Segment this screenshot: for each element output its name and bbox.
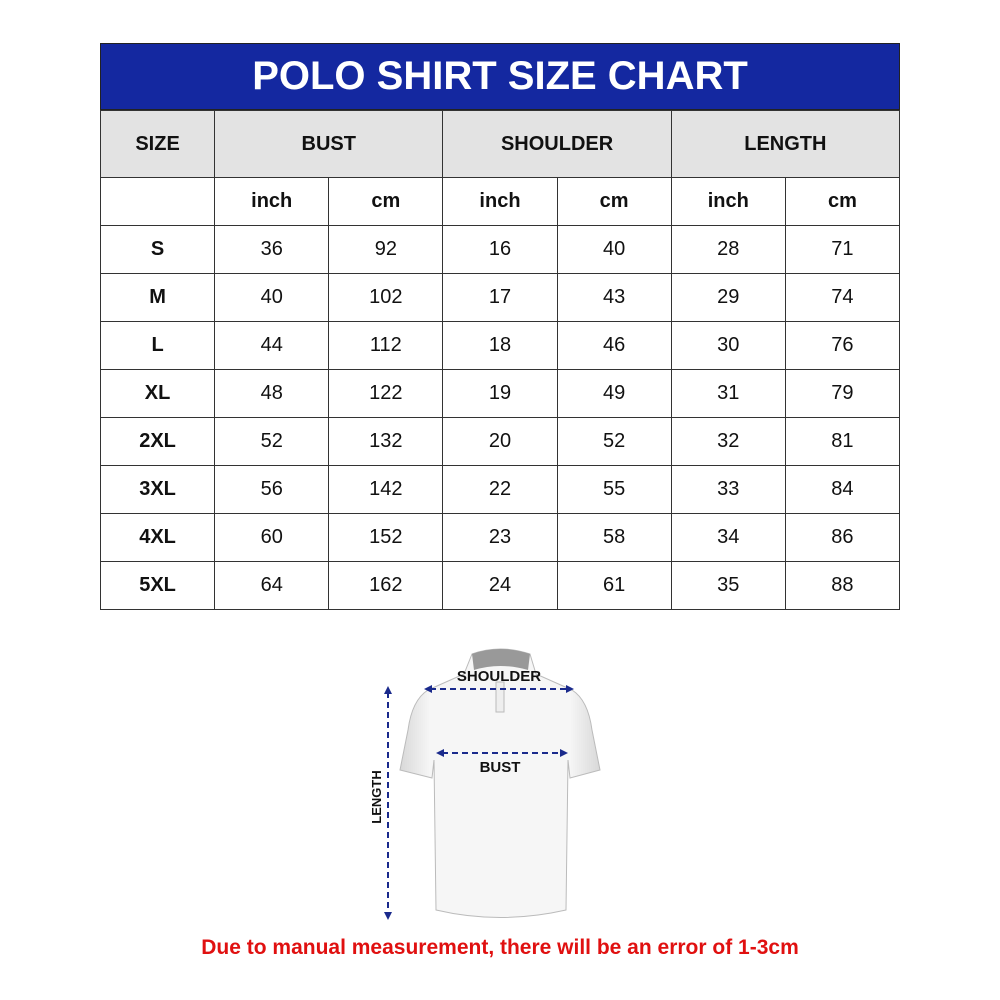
value-cell: 152 [328, 513, 444, 562]
table-row: 5XL 64 162 24 61 35 88 [99, 561, 901, 610]
table-row: 3XL 56 142 22 55 33 84 [99, 465, 901, 514]
size-cell: 4XL [99, 513, 216, 562]
table-row: 2XL 52 132 20 52 32 81 [99, 417, 901, 466]
value-cell: 46 [556, 321, 672, 370]
value-cell: 17 [442, 273, 558, 322]
size-cell: 5XL [99, 561, 216, 610]
table-row: XL 48 122 19 49 31 79 [99, 369, 901, 418]
shirt-collar [472, 649, 530, 670]
value-cell: 71 [784, 225, 901, 274]
value-cell: 43 [556, 273, 672, 322]
value-cell: 56 [214, 465, 330, 514]
table-row: S 36 92 16 40 28 71 [99, 225, 901, 274]
value-cell: 18 [442, 321, 558, 370]
size-table: SIZE BUST SHOULDER LENGTH inch cm inch c… [99, 110, 901, 610]
value-cell: 86 [784, 513, 901, 562]
value-cell: 16 [442, 225, 558, 274]
header-bust: BUST [214, 110, 444, 178]
value-cell: 29 [670, 273, 786, 322]
unit-cell: inch [670, 177, 786, 226]
measurement-note: Due to manual measurement, there will be… [201, 936, 799, 959]
value-cell: 31 [670, 369, 786, 418]
value-cell: 36 [214, 225, 330, 274]
value-cell: 24 [442, 561, 558, 610]
unit-cell: cm [328, 177, 444, 226]
value-cell: 162 [328, 561, 444, 610]
table-row: L 44 112 18 46 30 76 [99, 321, 901, 370]
size-cell: L [99, 321, 216, 370]
length-label: LENGTH [369, 770, 384, 823]
header-shoulder: SHOULDER [442, 110, 672, 178]
size-cell: S [99, 225, 216, 274]
value-cell: 74 [784, 273, 901, 322]
header-size: SIZE [99, 110, 216, 178]
value-cell: 30 [670, 321, 786, 370]
value-cell: 32 [670, 417, 786, 466]
value-cell: 33 [670, 465, 786, 514]
value-cell: 22 [442, 465, 558, 514]
value-cell: 23 [442, 513, 558, 562]
unit-blank [99, 177, 216, 226]
shirt-placket [495, 681, 505, 713]
value-cell: 102 [328, 273, 444, 322]
value-cell: 64 [214, 561, 330, 610]
value-cell: 19 [442, 369, 558, 418]
size-cell: 3XL [99, 465, 216, 514]
value-cell: 88 [784, 561, 901, 610]
value-cell: 61 [556, 561, 672, 610]
value-cell: 34 [670, 513, 786, 562]
value-cell: 112 [328, 321, 444, 370]
value-cell: 76 [784, 321, 901, 370]
unit-cell: inch [442, 177, 558, 226]
value-cell: 60 [214, 513, 330, 562]
value-cell: 52 [214, 417, 330, 466]
unit-cell: cm [556, 177, 672, 226]
value-cell: 20 [442, 417, 558, 466]
value-cell: 132 [328, 417, 444, 466]
header-row: SIZE BUST SHOULDER LENGTH [99, 110, 901, 178]
unit-cell: cm [784, 177, 901, 226]
header-length: LENGTH [670, 110, 901, 178]
size-cell: M [99, 273, 216, 322]
value-cell: 142 [328, 465, 444, 514]
unit-row: inch cm inch cm inch cm [99, 177, 901, 226]
table-row: 4XL 60 152 23 58 34 86 [99, 513, 901, 562]
value-cell: 58 [556, 513, 672, 562]
bust-label: BUST [480, 759, 521, 776]
value-cell: 81 [784, 417, 901, 466]
unit-cell: inch [214, 177, 330, 226]
value-cell: 48 [214, 369, 330, 418]
chart-title: POLO SHIRT SIZE CHART [100, 43, 900, 110]
value-cell: 92 [328, 225, 444, 274]
size-cell: XL [99, 369, 216, 418]
size-cell: 2XL [99, 417, 216, 466]
table-row: M 40 102 17 43 29 74 [99, 273, 901, 322]
value-cell: 122 [328, 369, 444, 418]
value-cell: 40 [214, 273, 330, 322]
value-cell: 84 [784, 465, 901, 514]
value-cell: 79 [784, 369, 901, 418]
value-cell: 35 [670, 561, 786, 610]
value-cell: 28 [670, 225, 786, 274]
value-cell: 55 [556, 465, 672, 514]
value-cell: 52 [556, 417, 672, 466]
value-cell: 40 [556, 225, 672, 274]
shoulder-label: SHOULDER [457, 668, 541, 685]
shirt-diagram: SHOULDER BUST LENGTH [369, 648, 601, 920]
value-cell: 44 [214, 321, 330, 370]
value-cell: 49 [556, 369, 672, 418]
